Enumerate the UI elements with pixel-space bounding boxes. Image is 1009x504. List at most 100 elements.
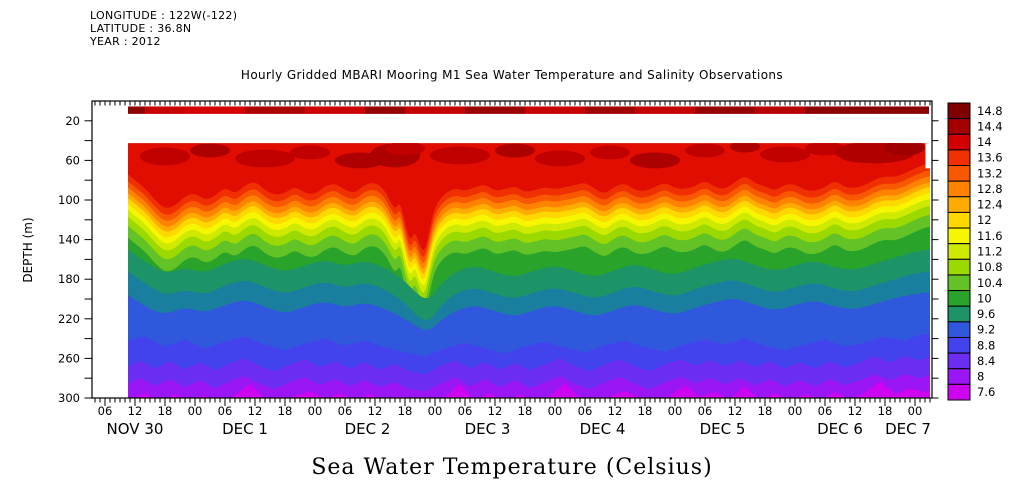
date-label: DEC 2: [345, 420, 391, 438]
colorbar-label: 13.6: [977, 151, 1003, 165]
colorbar-label: 11.2: [977, 245, 1003, 259]
y-tick-label: 180: [58, 272, 80, 286]
x-tick-label: 06: [218, 404, 233, 418]
year-label: YEAR : 2012: [90, 35, 161, 48]
colorbar-label: 13.2: [977, 166, 1003, 180]
plot-frame: [91, 100, 933, 399]
strip-segment: [635, 106, 695, 114]
y-tick-label: 260: [58, 351, 80, 365]
x-tick-label: 00: [908, 404, 923, 418]
colorbar-label: 8.8: [977, 338, 995, 352]
dark-red-patch: [235, 149, 295, 168]
colorbar-label: 8.4: [977, 354, 995, 368]
colorbar-label: 12.8: [977, 182, 1003, 196]
axis-labels: 20 60 100 140 180 220 260 300 06 12 18 00 06 12 18 00 06…: [21, 114, 931, 438]
colorbar-cell: [947, 227, 971, 245]
y-tick-label: 20: [65, 114, 80, 128]
colorbar-label: 12: [977, 213, 992, 227]
x-tick-label: 18: [398, 404, 413, 418]
date-label: DEC 6: [817, 420, 863, 438]
strip-segment: [185, 106, 245, 114]
axes: [84, 100, 939, 406]
dark-red-patch: [495, 143, 535, 158]
x-tick-label: 06: [578, 404, 593, 418]
colorbar-cell: [947, 290, 971, 307]
strip-segment: [465, 106, 525, 114]
colorbar-cell: [947, 102, 971, 120]
colorbar-cell: [947, 118, 971, 135]
date-label: DEC 7: [885, 420, 931, 438]
x-tick-label: 00: [668, 404, 683, 418]
x-tick-label: 12: [488, 404, 503, 418]
strip-segment: [245, 106, 305, 114]
colorbar-cell: [947, 180, 971, 198]
strip-segment: [145, 106, 185, 114]
colorbar: 14.814.4 14 13.613.2 12.8 12.412 11.6 11.210.8…: [947, 102, 1003, 401]
x-tick-label: 18: [638, 404, 653, 418]
strip-segment: [805, 106, 855, 114]
colorbar-cell: [947, 321, 971, 338]
contour-field: [128, 143, 930, 398]
colorbar-label: 8: [977, 370, 984, 384]
x-tick-label: 00: [308, 404, 323, 418]
y-tick-label: 220: [58, 312, 80, 326]
x-tick-label: 18: [158, 404, 173, 418]
x-tick-label: 06: [818, 404, 833, 418]
dark-red-patch: [685, 143, 725, 158]
strip-segment: [585, 106, 635, 114]
colorbar-label: 10.4: [977, 276, 1003, 290]
colorbar-cell: [947, 133, 971, 151]
x-tick-label: 00: [428, 404, 443, 418]
y-tick-label: 140: [58, 233, 80, 247]
surface-temperature-strip: [128, 106, 929, 114]
colorbar-cell: [947, 243, 971, 260]
colorbar-label: 11.6: [977, 229, 1003, 243]
y-tick-label: 300: [58, 391, 80, 405]
strip-segment: [525, 106, 585, 114]
strip-segment: [755, 106, 805, 114]
date-label: DEC 4: [580, 420, 626, 438]
colorbar-cell: [947, 336, 971, 354]
x-tick-label: 00: [548, 404, 563, 418]
dark-red-patch: [140, 147, 190, 166]
x-tick-label: 18: [278, 404, 293, 418]
dark-red-patch: [885, 143, 925, 156]
colorbar-cell: [947, 211, 971, 229]
strip-segment: [128, 106, 145, 114]
x-tick-label: 18: [878, 404, 893, 418]
colorbar-label: 14.8: [977, 104, 1003, 118]
colorbar-label: 14: [977, 135, 992, 149]
colorbar-label: 9.2: [977, 323, 995, 337]
dark-red-patch: [430, 146, 490, 165]
x-tick-label: 12: [728, 404, 743, 418]
x-tick-label: 18: [518, 404, 533, 418]
dark-red-patch: [630, 152, 680, 169]
x-axis-title: Sea Water Temperature (Celsius): [311, 455, 713, 480]
date-label: DEC 1: [222, 420, 268, 438]
x-tick-label: 12: [608, 404, 623, 418]
y-tick-label: 60: [65, 153, 80, 167]
strip-segment: [695, 106, 755, 114]
y-tick-label: 100: [58, 193, 80, 207]
x-tick-label: 12: [248, 404, 263, 418]
colorbar-cell: [947, 258, 971, 276]
dark-red-patch: [805, 143, 845, 156]
strip-segment: [305, 106, 365, 114]
x-tick-label: 00: [188, 404, 203, 418]
longitude-label: LONGITUDE : 122W(-122): [90, 9, 238, 22]
y-axis-title: DEPTH (m): [21, 217, 35, 282]
dark-red-patch: [760, 146, 810, 163]
x-tick-label: 00: [788, 404, 803, 418]
dark-red-patch: [590, 145, 630, 160]
dark-red-patch: [190, 143, 230, 158]
colorbar-label: 12.4: [977, 198, 1003, 212]
colorbar-cell: [947, 149, 971, 167]
colorbar-label: 7.6: [977, 385, 995, 399]
colorbar-cell: [947, 305, 971, 323]
colorbar-cell: [947, 352, 971, 370]
plot-title: Hourly Gridded MBARI Mooring M1 Sea Wate…: [240, 68, 784, 82]
latitude-label: LATITUDE : 36.8N: [90, 22, 192, 35]
colorbar-cell: [947, 165, 971, 182]
